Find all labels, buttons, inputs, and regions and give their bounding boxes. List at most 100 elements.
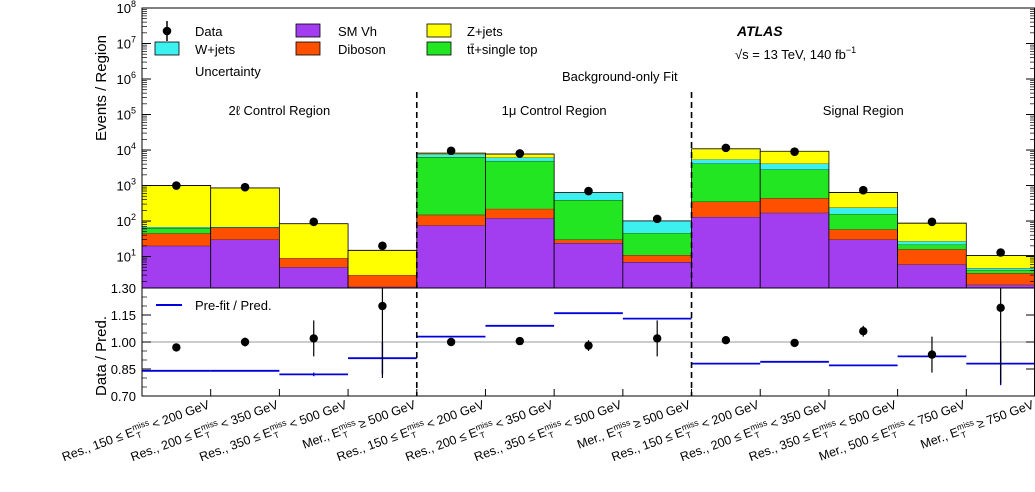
ratio-point-4: [446, 337, 456, 347]
bar-segment-z-jets-0: [142, 185, 211, 227]
y-tick-label-5: 105: [117, 106, 136, 123]
y-tick-label-7: 107: [117, 35, 136, 52]
data-point-0: [172, 181, 181, 190]
x-tick-label-prefix-3: Mer., E: [300, 425, 342, 452]
data-point-4: [446, 146, 456, 156]
x-tick-label-sub-11: T: [891, 429, 899, 440]
bar-segment-tt-single-top-6: [554, 200, 623, 240]
bar-segment-diboson-11: [897, 249, 967, 265]
y-tick-base-1: 10: [117, 250, 131, 265]
x-tick-label-sub-12: T: [960, 429, 968, 440]
ratio-point-12: [996, 303, 1005, 312]
y-tick-exp-5: 5: [131, 106, 136, 116]
energy-lumi-text: √s = 13 TeV, 140 fb: [735, 47, 846, 62]
bar-segment-w-jets-4: [416, 154, 486, 158]
legend: Data W+jets Uncertainty SM Vh Diboson Z+…: [154, 21, 537, 79]
x-tick-label-sub-5: T: [478, 429, 486, 440]
bar-segment-z-jets-8: [691, 148, 761, 160]
bar-segment-sm-vh-7: [622, 262, 692, 288]
y-tick-base-6: 10: [117, 72, 131, 87]
y-tick-exp-2: 2: [131, 212, 136, 222]
x-tick-label-sub-0: T: [135, 429, 143, 440]
ratio-point-6: [584, 341, 593, 350]
y-tick-exp-1: 1: [131, 248, 136, 258]
data-point-9: [790, 147, 799, 156]
bar-segment-w-jets-1: [210, 226, 280, 228]
x-tick-label-sub-4: T: [410, 429, 418, 440]
x-tick-label-sub-3: T: [341, 429, 349, 440]
x-tick-label-sub-6: T: [547, 429, 555, 440]
bar-segment-z-jets-1: [210, 187, 280, 227]
data-point-8: [721, 143, 731, 153]
bar-segment-w-jets-11: [897, 241, 967, 245]
bar-segment-tt-single-top-0: [142, 228, 211, 234]
region-label-0: 2ℓ Control Region: [229, 103, 331, 118]
atlas-label: ATLAS: [736, 23, 783, 39]
bar-segment-w-jets-5: [485, 157, 555, 161]
data-point-6: [584, 186, 593, 196]
bar-segment-sm-vh-1: [210, 239, 280, 288]
bar-segment-diboson-2: [279, 258, 349, 268]
stacked-bars: [141, 148, 1035, 288]
y-tick-exp-7: 7: [131, 35, 136, 45]
data-point-11: [927, 217, 937, 227]
ratio-tick-label-1: 0.85: [111, 362, 136, 377]
ratio-tick-label-0: 0.70: [111, 389, 136, 404]
x-tick-label-12: Mer., EmissT ≥ 750 GeV: [918, 396, 1035, 455]
data-point-12: [996, 248, 1005, 257]
legend-swatch-ttbar-single-top: [426, 41, 452, 56]
data-point-10: [858, 185, 868, 195]
bar-segment-diboson-12: [966, 273, 1035, 285]
energy-lumi-exponent: −1: [846, 45, 856, 55]
y-tick-exp-8: 8: [131, 0, 136, 9]
y-tick-exp-4: 4: [131, 141, 136, 151]
ratio-point-7: [652, 334, 662, 343]
ratio-point-3: [378, 301, 387, 311]
y-tick-label-2: 102: [117, 212, 136, 229]
bar-segment-sm-vh-6: [554, 243, 623, 288]
y-tick-label-0: 1.30: [111, 281, 136, 296]
bar-segment-tt-single-top-4: [416, 157, 486, 215]
x-tick-label-sub-7: T: [616, 429, 624, 440]
data-points: [172, 143, 1005, 257]
data-point-5: [515, 149, 525, 158]
region-label-1: 1μ Control Region: [502, 103, 607, 118]
bar-segment-tt-single-top-5: [485, 160, 555, 209]
bar-segment-sm-vh-4: [416, 225, 486, 288]
y-tick-label-1: 101: [117, 248, 136, 265]
y-tick-label-6: 106: [117, 70, 136, 87]
x-tick-label-sub-10: T: [822, 429, 830, 440]
x-tick-label-sub-2: T: [272, 429, 280, 440]
ratio-point-8: [721, 336, 731, 345]
x-tick-label-prefix-0: Res., 150 ≤ E: [60, 425, 136, 464]
ratio-tick-label-2: 1.00: [111, 335, 136, 350]
bar-segment-sm-vh-2: [279, 267, 349, 288]
bar-segment-diboson-3: [348, 275, 417, 287]
bar-segment-w-jets-12: [966, 268, 1035, 270]
bar-segment-z-jets-3: [348, 250, 417, 276]
bar-segment-sm-vh-10: [828, 239, 898, 288]
legend-label-z-jets: Z+jets: [467, 24, 503, 39]
bar-segment-w-jets-6: [554, 192, 623, 201]
bar-segment-z-jets-2: [279, 223, 349, 259]
ratio-point-1: [240, 337, 250, 347]
y-tick-label-3: 103: [117, 177, 136, 194]
bar-segment-tt-single-top-10: [828, 213, 898, 230]
bar-segment-tt-single-top-8: [691, 163, 761, 202]
data-point-1: [240, 182, 250, 192]
legend-swatch-w-jets: [154, 41, 180, 56]
y-tick-label-4: 104: [117, 141, 136, 158]
bar-segment-tt-single-top-11: [897, 244, 967, 250]
bar-segment-z-jets-12: [966, 255, 1035, 269]
bar-segment-diboson-5: [485, 208, 555, 219]
data-point-3: [378, 241, 387, 251]
y-tick-base-4: 10: [117, 143, 131, 158]
bar-segment-z-jets-10: [828, 192, 898, 208]
ratio-y-axis-label: Data / Pred.: [93, 316, 110, 396]
ratio-point-5: [515, 336, 525, 346]
ratio-point-11: [927, 350, 937, 359]
axes: 1.301011021031041051061071080.700.851.00…: [111, 0, 1035, 404]
y-tick-base-5: 10: [117, 108, 131, 123]
